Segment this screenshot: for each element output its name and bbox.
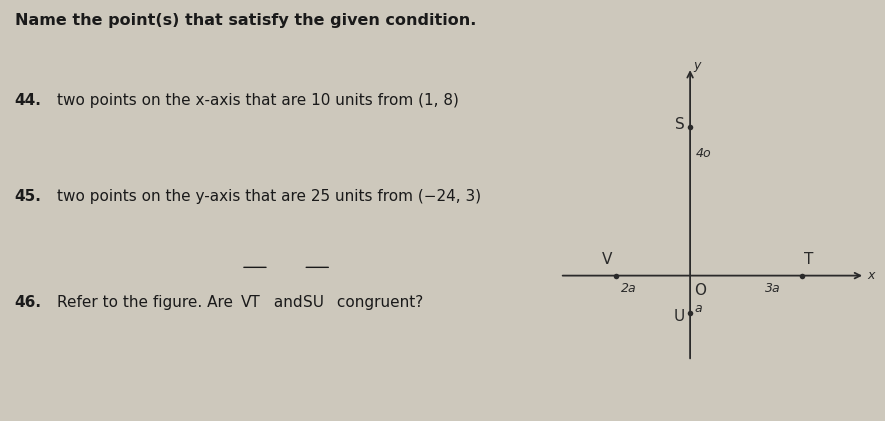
Text: SU: SU — [304, 295, 325, 310]
Text: two points on the y-axis that are 25 units from (−24, 3): two points on the y-axis that are 25 uni… — [57, 189, 481, 205]
Text: S: S — [674, 117, 684, 133]
Text: V: V — [603, 253, 612, 267]
Text: O: O — [695, 283, 706, 298]
Text: two points on the x-axis that are 10 units from (1, 8): two points on the x-axis that are 10 uni… — [57, 93, 458, 108]
Text: 4o: 4o — [696, 147, 712, 160]
Text: T: T — [804, 253, 813, 267]
Text: VT: VT — [241, 295, 261, 310]
Text: U: U — [673, 309, 684, 324]
Text: x: x — [866, 269, 874, 282]
Text: Refer to the figure. Are: Refer to the figure. Are — [57, 295, 238, 310]
Text: 46.: 46. — [14, 295, 42, 310]
Text: and: and — [269, 295, 308, 310]
Text: 45.: 45. — [14, 189, 42, 205]
Text: 2a: 2a — [621, 282, 637, 295]
Text: Name the point(s) that satisfy the given condition.: Name the point(s) that satisfy the given… — [14, 13, 476, 28]
Text: 44.: 44. — [14, 93, 42, 108]
Text: 3a: 3a — [765, 282, 781, 295]
Text: a: a — [695, 302, 702, 315]
Text: congruent?: congruent? — [332, 295, 423, 310]
Text: y: y — [693, 59, 700, 72]
